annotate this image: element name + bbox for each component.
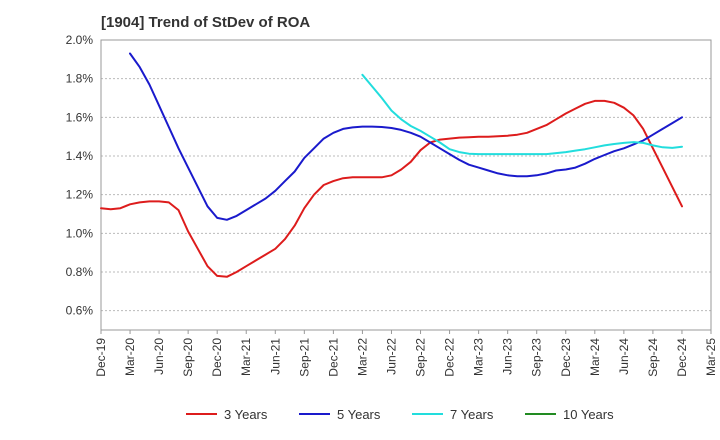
x-tick-label: Sep-23 [530,338,544,377]
y-tick-label: 0.8% [66,265,94,279]
legend-label: 3 Years [224,407,268,422]
legend-label: 5 Years [337,407,381,422]
x-tick-label: Jun-21 [268,338,282,375]
x-tick-label: Dec-22 [443,338,457,377]
x-tick-label: Mar-22 [355,338,369,376]
legend-layer: 3 Years 5 Years 7 Years 10 Years [186,407,614,422]
x-tick-label: Jun-20 [152,338,166,375]
x-tick-label: Sep-21 [297,338,311,377]
x-tick-label: Dec-20 [210,338,224,377]
x-tick-label: Mar-21 [239,338,253,376]
x-tick-label: Sep-24 [646,338,660,377]
x-tick-label: Sep-22 [414,338,428,377]
x-tick-label: Mar-25 [704,338,718,376]
y-tick-label: 1.2% [66,188,94,202]
axis-layer: 0.6% 0.8% 1.0% 1.2% 1.4% 1.6% 1.8% 2.0% Dec-19 Ma… [66,33,718,377]
x-tick-label: Dec-24 [675,338,689,377]
series-line-5-years [129,52,683,221]
x-tick-label: Mar-24 [588,338,602,376]
plot-frame [100,39,712,331]
y-tick-label: 2.0% [66,33,94,47]
y-tick-label: 1.0% [66,226,94,240]
x-tick-label: Sep-20 [181,338,195,377]
x-tick-label: Jun-23 [501,338,515,375]
x-tick-label: Dec-21 [326,338,340,377]
x-tick-label: Dec-23 [559,338,573,377]
y-tick-label: 1.6% [66,110,94,124]
series-line-3-years [100,99,683,278]
series-line-7-years [361,73,683,156]
x-tick-label: Mar-20 [123,338,137,376]
y-tick-label: 1.4% [66,149,94,163]
x-tick-label: Dec-19 [94,338,108,377]
series-layer [100,52,683,278]
legend-label: 7 Years [450,407,494,422]
legend-label: 10 Years [563,407,614,422]
x-tick-label: Mar-23 [472,338,486,376]
x-tick-label: Jun-24 [617,338,631,375]
chart-title: [1904] Trend of StDev of ROA [101,14,311,31]
x-tick-label: Jun-22 [384,338,398,375]
y-tick-label: 1.8% [66,72,94,86]
y-tick-label: 0.6% [66,304,94,318]
